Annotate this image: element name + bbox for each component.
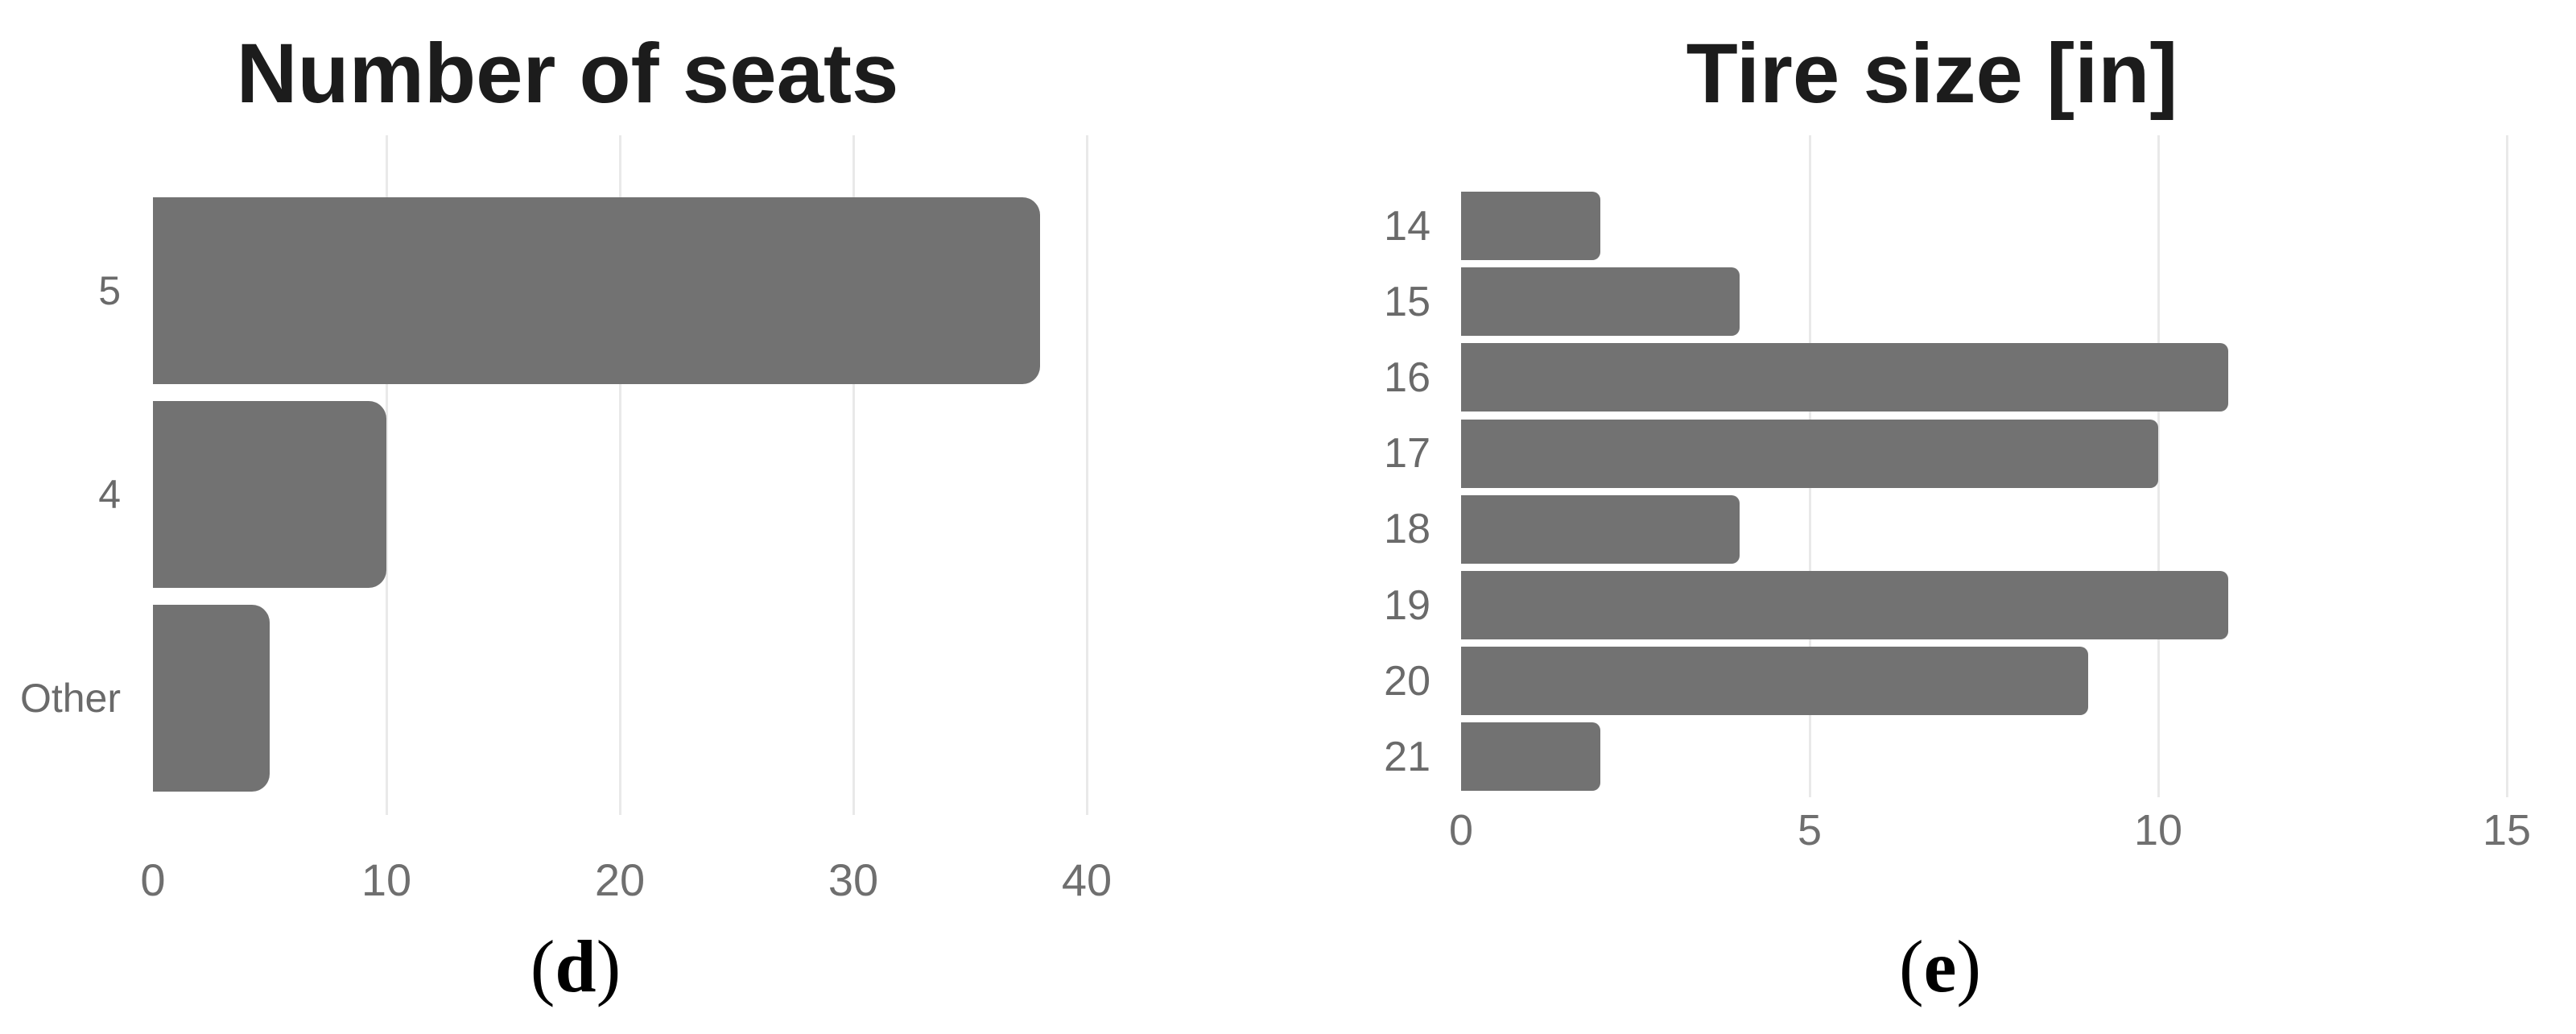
- gridline: [852, 135, 855, 815]
- category-label: 18: [1384, 506, 1430, 553]
- category-label: 15: [1384, 278, 1430, 325]
- category-label: 21: [1384, 733, 1430, 780]
- category-label: 14: [1384, 202, 1430, 250]
- bar: [1461, 419, 2158, 488]
- x-tick-label: 0: [140, 854, 166, 905]
- chart-title: Number of seats: [236, 27, 899, 121]
- bar: [1461, 647, 2088, 716]
- x-tick-label: 20: [594, 854, 646, 905]
- x-tick-label: 5: [1797, 806, 1823, 854]
- category-label: 16: [1384, 354, 1430, 401]
- x-tick-label: 30: [828, 854, 879, 905]
- category-label: 20: [1384, 657, 1430, 705]
- bar: [1461, 192, 1600, 260]
- panel-caption-e: (e): [1739, 922, 2141, 1011]
- bar: [153, 605, 270, 792]
- gridline: [1085, 135, 1088, 815]
- x-tick-label: 10: [361, 854, 412, 905]
- x-tick-label: 0: [1448, 806, 1474, 854]
- caption-open-paren: (: [1898, 925, 1924, 1007]
- caption-letter: e: [1923, 925, 1957, 1007]
- x-tick-label: 40: [1061, 854, 1113, 905]
- gridline: [2505, 135, 2508, 797]
- bar: [1461, 722, 1600, 792]
- category-label: 5: [98, 268, 121, 313]
- category-label: Other: [19, 676, 121, 721]
- bar: [1461, 494, 1740, 564]
- caption-close-paren: ): [1956, 925, 1982, 1007]
- gridline: [2157, 135, 2160, 797]
- chart-title: Tire size [in]: [1686, 27, 2178, 121]
- panel-caption-d: (d): [374, 922, 777, 1011]
- category-label: 17: [1384, 430, 1430, 478]
- caption-close-paren: ): [596, 925, 621, 1007]
- x-tick-label: 15: [2482, 806, 2532, 854]
- bar: [153, 401, 386, 588]
- bar: [1461, 343, 2228, 412]
- category-label: 4: [98, 472, 121, 517]
- bar: [1461, 571, 2228, 639]
- x-tick-label: 10: [2133, 806, 2183, 854]
- bar: [1461, 267, 1740, 337]
- gridline: [385, 135, 388, 815]
- category-label: 19: [1384, 581, 1430, 629]
- bar: [153, 197, 1040, 384]
- caption-open-paren: (: [530, 925, 555, 1007]
- gridline: [618, 135, 621, 815]
- caption-letter: d: [555, 925, 597, 1007]
